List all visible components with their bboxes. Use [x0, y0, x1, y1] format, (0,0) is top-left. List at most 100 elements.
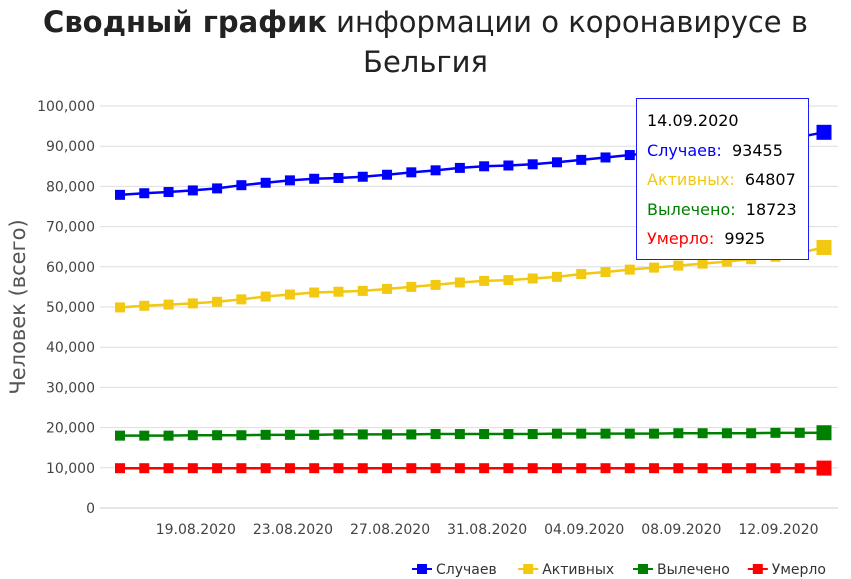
- chart-title: Сводный график информации о коронавирусе…: [0, 2, 851, 82]
- data-point: [454, 162, 465, 173]
- data-point: [309, 287, 320, 298]
- y-tick-label: 90,000: [46, 139, 95, 155]
- data-point: [115, 302, 125, 313]
- data-point: [794, 463, 805, 474]
- tooltip-value-recovered: 18723: [745, 199, 797, 219]
- data-point: [721, 256, 732, 267]
- data-point: [260, 291, 271, 302]
- tooltip-value-cases: 93455: [731, 140, 783, 160]
- data-point: [794, 427, 805, 438]
- data-point: [673, 463, 684, 474]
- data-point: [600, 152, 611, 163]
- data-point: [163, 299, 174, 310]
- data-point: [479, 161, 490, 172]
- tooltip: 14.09.2020 Случаев: 93455 Активных: 6480…: [636, 98, 809, 260]
- data-point: [430, 165, 441, 176]
- x-tick-label: 04.09.2020: [544, 522, 624, 538]
- data-point: [649, 428, 660, 439]
- legend-marker: [752, 564, 763, 574]
- data-point: [551, 428, 562, 439]
- tooltip-label-cases: Случаев:: [647, 140, 722, 160]
- data-point: [503, 463, 514, 474]
- x-tick-label: 12.09.2020: [738, 522, 818, 538]
- data-point: [600, 463, 611, 474]
- data-point: [649, 463, 660, 474]
- data-point: [236, 294, 247, 305]
- data-point: [576, 269, 587, 280]
- tooltip-row-cases: Случаев: 93455: [647, 140, 808, 170]
- data-point: [187, 463, 198, 474]
- y-tick-label: 10,000: [46, 461, 95, 477]
- y-tick-label: 100,000: [37, 99, 95, 115]
- y-tick-label: 40,000: [46, 340, 95, 356]
- data-point: [454, 463, 465, 474]
- data-point: [187, 298, 198, 309]
- data-point: [284, 463, 295, 474]
- data-point: [382, 283, 393, 294]
- legend-label: Вылечено: [657, 562, 730, 578]
- data-point: [309, 173, 320, 184]
- data-point: [816, 425, 832, 441]
- data-point: [503, 429, 514, 440]
- tooltip-date: 14.09.2020: [647, 111, 739, 130]
- y-tick-label: 60,000: [46, 260, 95, 276]
- y-tick-label: 70,000: [46, 220, 95, 236]
- data-point: [454, 429, 465, 440]
- data-point: [697, 463, 708, 474]
- data-point: [770, 463, 781, 474]
- data-point: [697, 428, 708, 439]
- data-point: [212, 430, 223, 441]
- data-point: [527, 463, 538, 474]
- data-point: [721, 428, 732, 439]
- y-tick-label: 80,000: [46, 179, 95, 195]
- data-point: [576, 428, 587, 439]
- legend-label: Активных: [542, 562, 614, 578]
- data-point: [527, 273, 538, 284]
- data-point: [309, 429, 320, 440]
- data-point: [163, 430, 174, 441]
- tooltip-label-deaths: Умерло:: [647, 229, 715, 248]
- data-point: [163, 187, 174, 198]
- data-point: [406, 281, 417, 292]
- y-tick-label: 20,000: [46, 421, 95, 437]
- data-point: [115, 463, 125, 474]
- data-point: [406, 167, 417, 178]
- data-point: [746, 463, 757, 474]
- data-point: [236, 463, 247, 474]
- data-point: [746, 428, 757, 439]
- data-point: [139, 188, 150, 199]
- data-point: [430, 463, 441, 474]
- tooltip-row-deaths: Умерло: 9925: [647, 228, 808, 258]
- chart-title-bold: Сводный график: [43, 5, 327, 39]
- data-point: [212, 183, 223, 194]
- data-point: [624, 463, 635, 474]
- y-axis-label: Человек (всего): [6, 219, 30, 394]
- x-tick-label: 08.09.2020: [641, 522, 721, 538]
- data-point: [406, 463, 417, 474]
- data-point: [357, 429, 368, 440]
- data-point: [816, 460, 832, 476]
- data-point: [139, 430, 150, 441]
- x-tick-label: 23.08.2020: [253, 522, 333, 538]
- data-point: [284, 175, 295, 186]
- data-point: [212, 463, 223, 474]
- data-point: [721, 463, 732, 474]
- data-point: [284, 429, 295, 440]
- data-point: [697, 258, 708, 269]
- data-point: [624, 264, 635, 275]
- legend-marker: [523, 564, 534, 574]
- data-point: [187, 430, 198, 441]
- data-point: [236, 430, 247, 441]
- data-point: [576, 154, 587, 165]
- data-point: [816, 124, 832, 140]
- x-tick-label: 27.08.2020: [350, 522, 430, 538]
- data-point: [139, 463, 150, 474]
- data-point: [454, 277, 465, 288]
- data-point: [139, 300, 150, 311]
- data-point: [284, 289, 295, 300]
- data-point: [406, 429, 417, 440]
- data-point: [260, 463, 271, 474]
- data-point: [770, 427, 781, 438]
- x-tick-label: 31.08.2020: [447, 522, 527, 538]
